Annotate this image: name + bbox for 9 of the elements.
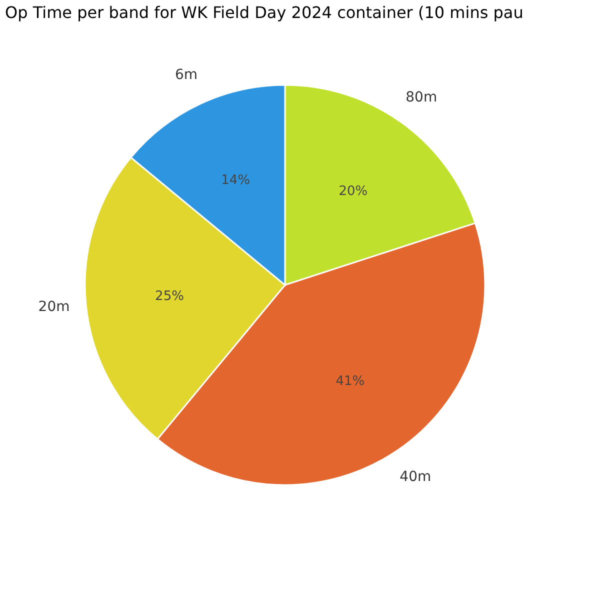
chart-title: Op Time per band for WK Field Day 2024 container (10 mins pau [5, 3, 524, 22]
data-label: 25% [155, 288, 184, 304]
data-label: 14% [221, 173, 250, 188]
slice-label: 80m [406, 89, 438, 106]
slice-label: 40m [400, 468, 432, 485]
data-label: 41% [336, 374, 365, 389]
slice-label: 20m [38, 298, 70, 315]
slice-label: 6m [174, 67, 198, 84]
data-label: 20% [338, 184, 368, 200]
